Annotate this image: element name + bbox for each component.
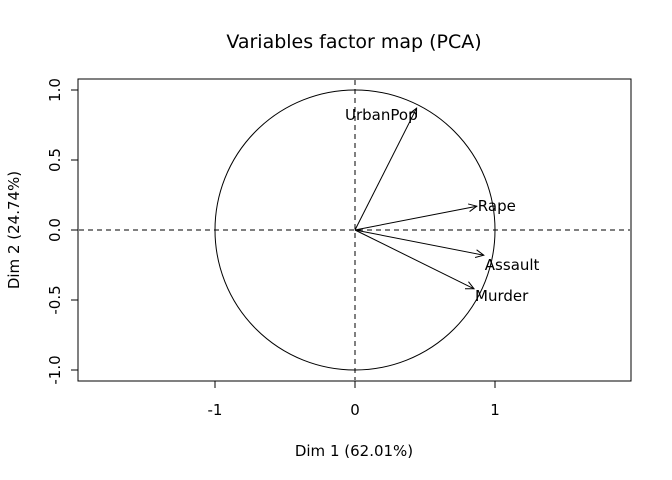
arrowhead-rape	[467, 203, 478, 212]
chart-title: Variables factor map (PCA)	[226, 31, 481, 53]
y-axis-label: Dim 2 (24.74%)	[5, 171, 23, 289]
label-murder: Murder	[475, 287, 529, 305]
label-urbanpop: UrbanPop	[345, 106, 418, 124]
arrow-murder	[354, 229, 475, 290]
y-tick-label: -1.0	[46, 355, 64, 384]
plot-layer: UrbanPop Rape Assault Murder	[79, 80, 630, 380]
arrow-urbanpop	[354, 107, 418, 231]
arrowhead-assault	[474, 249, 485, 258]
arrow-rape	[354, 205, 477, 231]
arrow-assault	[354, 229, 484, 256]
y-tick-label: 1.0	[46, 78, 64, 102]
y-tick-label: 0.0	[46, 218, 64, 242]
x-axis-label: Dim 1 (62.01%)	[295, 442, 413, 460]
correlation-circle	[214, 89, 496, 371]
arrowhead-murder	[464, 281, 476, 290]
arrowhead-urbanpop	[409, 107, 418, 118]
x-tick-label: -1	[208, 401, 223, 419]
y-tick-label: -0.5	[46, 285, 64, 314]
y-tick-label: 0.5	[46, 148, 64, 172]
label-rape: Rape	[478, 197, 516, 215]
axis-layer: -1 0 1 -1.0 -0.5 0.0 0.5 1.0	[46, 78, 500, 419]
x-tick-label: 1	[490, 401, 500, 419]
x-tick-label: 0	[350, 401, 360, 419]
label-assault: Assault	[485, 256, 540, 274]
